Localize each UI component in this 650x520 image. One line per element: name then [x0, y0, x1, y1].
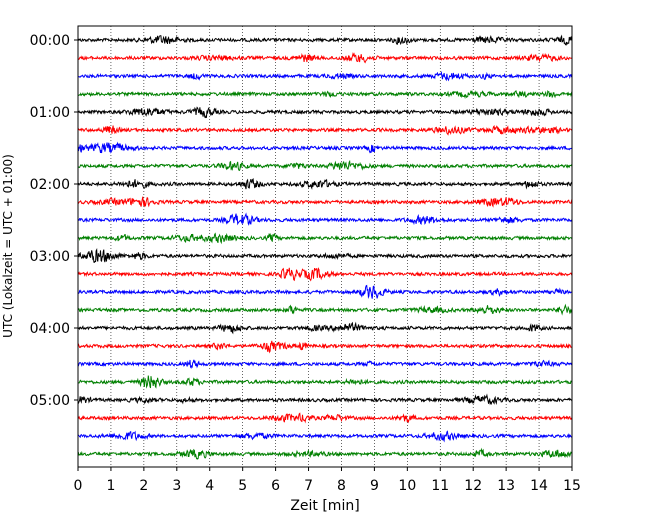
x-tick-label: 6 [271, 478, 280, 494]
trace-line [77, 430, 573, 443]
x-axis-ticks: 0 1 2 3 4 5 6 7 8 9 10 11 12 13 14 15 [74, 467, 581, 494]
x-tick-label: 7 [304, 478, 313, 494]
x-tick-label: 2 [139, 478, 148, 494]
y-tick-label: 02:00 [30, 177, 70, 193]
x-tick-label: 13 [497, 478, 515, 494]
plot-frame [77, 25, 573, 468]
y-tick-label: 05:00 [30, 393, 70, 409]
y-tick-label: 00:00 [30, 33, 70, 49]
x-tick-label: 11 [431, 478, 449, 494]
x-tick-label: 0 [74, 478, 83, 494]
trace-line [77, 284, 573, 299]
trace-line [77, 412, 573, 424]
trace-line [77, 232, 573, 245]
y-tick-label: 01:00 [30, 105, 70, 121]
x-tick-label: 12 [464, 478, 482, 494]
y-axis-label: UTC (Lokalzeit = UTC + 01:00) [1, 154, 15, 338]
trace-line [77, 359, 573, 369]
trace-line [77, 267, 573, 282]
x-tick-label: 4 [205, 478, 214, 494]
trace-line [77, 248, 573, 263]
trace-line [77, 375, 573, 389]
y-tick-label: 04:00 [30, 321, 70, 337]
trace-line [77, 393, 573, 406]
trace-line [77, 196, 573, 208]
x-tick-label: 10 [398, 478, 416, 494]
trace-line [77, 159, 573, 172]
x-tick-label: 3 [172, 478, 181, 494]
x-tick-label: 8 [337, 478, 346, 494]
x-tick-label: 15 [563, 478, 581, 494]
trace-line [77, 51, 573, 64]
y-tick-label: 03:00 [30, 249, 70, 265]
trace-line [77, 303, 572, 316]
trace-line [77, 106, 573, 119]
x-tick-label: 1 [106, 478, 115, 494]
trace-line [77, 178, 573, 190]
x-axis-label: Zeit [min] [290, 498, 359, 514]
trace-line [77, 340, 573, 354]
y-axis-ticks: 00:00 01:00 02:00 03:00 04:00 05:00 [30, 33, 78, 409]
x-tick-label: 14 [530, 478, 548, 494]
trace-line [77, 321, 573, 335]
x-tick-label: 5 [238, 478, 247, 494]
trace-line [77, 447, 573, 460]
trace-line [77, 141, 573, 154]
trace-line [77, 125, 573, 136]
trace-line [77, 34, 573, 46]
x-tick-label: 9 [370, 478, 379, 494]
trace-line [77, 212, 573, 226]
trace-line [77, 70, 573, 82]
traces [77, 34, 573, 460]
trace-line [78, 90, 573, 100]
